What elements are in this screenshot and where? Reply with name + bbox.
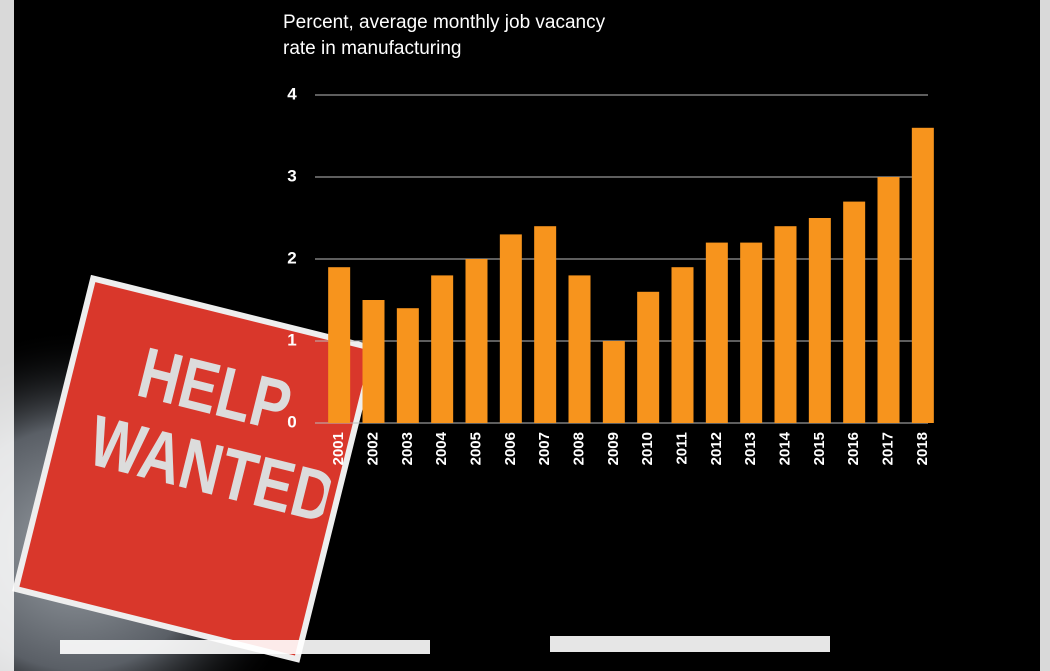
bar	[534, 226, 557, 423]
torn-strip	[60, 640, 430, 654]
y-tick-label: 0	[287, 412, 296, 431]
bar	[774, 226, 797, 423]
y-tick-label: 4	[287, 84, 297, 103]
x-tick-label: 2011	[673, 432, 690, 465]
x-tick-label: 2008	[570, 432, 587, 465]
chart-title: Percent, average monthly job vacancy rat…	[283, 12, 606, 59]
bar	[911, 127, 934, 424]
bar	[568, 275, 591, 423]
x-tick-label: 2005	[467, 432, 484, 465]
x-tick-label: 2016	[845, 432, 862, 465]
x-tick-label: 2012	[708, 432, 725, 465]
bar	[877, 177, 900, 423]
bar	[637, 291, 660, 423]
bar	[671, 267, 694, 423]
bar	[431, 275, 454, 423]
x-tick-label: 2002	[364, 432, 381, 465]
x-tick-label: 2006	[502, 432, 519, 465]
bar	[705, 242, 728, 423]
bar	[808, 218, 831, 423]
bar	[362, 300, 385, 423]
x-tick-label: 2013	[742, 432, 759, 465]
bar	[499, 234, 522, 423]
x-tick-label: 2003	[399, 432, 416, 465]
x-tick-label: 2017	[879, 432, 896, 465]
x-tick-label: 2004	[433, 431, 450, 465]
bar	[740, 242, 763, 423]
sign: HELP WANTED	[12, 274, 379, 663]
y-tick-label: 2	[287, 248, 296, 267]
x-tick-label: 2018	[914, 432, 931, 465]
x-tick-label: 2009	[605, 432, 622, 465]
bar	[843, 201, 866, 423]
bar	[396, 308, 419, 423]
bar	[328, 267, 351, 423]
torn-strip	[550, 636, 830, 652]
x-tick-label: 2015	[811, 432, 828, 465]
x-tick-label: 2001	[330, 432, 347, 465]
bar	[465, 259, 488, 423]
x-tick-label: 2014	[776, 431, 793, 465]
sign-board	[12, 274, 379, 663]
torn-edge	[0, 0, 14, 671]
torn-edge	[1040, 0, 1050, 671]
y-tick-label: 3	[287, 166, 296, 185]
bar	[602, 341, 625, 423]
x-tick-label: 2007	[536, 432, 553, 465]
x-tick-label: 2010	[639, 432, 656, 465]
y-tick-label: 1	[287, 330, 296, 349]
